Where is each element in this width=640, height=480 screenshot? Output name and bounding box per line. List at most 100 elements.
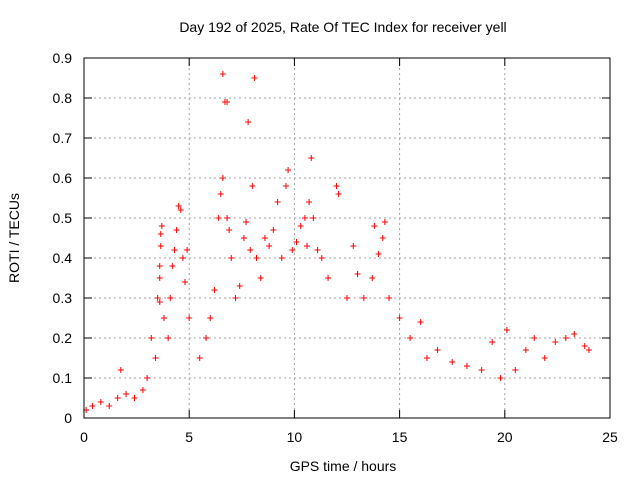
data-point [489,339,496,345]
data-point [354,271,361,277]
x-tick-label: 5 [185,429,193,445]
data-point [154,295,161,301]
grid-lines [84,58,610,418]
data-point [106,403,113,409]
data-point [571,331,578,337]
data-point [386,295,393,301]
data-point [117,367,124,373]
data-point [434,347,441,353]
data-point [282,183,289,189]
data-point [167,295,174,301]
data-point [293,239,300,245]
y-tick-label: 0.3 [53,290,73,306]
data-point [184,247,191,253]
data-point [236,283,243,289]
data-point [123,391,130,397]
data-point [243,219,250,225]
data-point [215,215,222,221]
data-point [160,315,167,321]
y-tick-label: 0.9 [53,50,73,66]
data-point [344,295,350,301]
data-point [232,295,239,301]
data-point [226,227,233,233]
data-point [396,315,403,321]
plot-frame [83,57,611,419]
data-point [379,235,386,241]
data-point [308,155,315,161]
data-point [522,347,529,353]
data-point [335,191,342,197]
y-tick-label: 0.8 [53,90,73,106]
data-points [83,71,592,413]
x-tick-label: 20 [497,429,513,445]
data-point [266,243,273,249]
data-point [89,403,96,409]
data-point [423,355,430,361]
data-point [139,387,146,393]
data-point [407,335,414,341]
data-point [478,367,485,373]
data-point [217,191,224,197]
y-tick-label: 0.4 [53,250,73,266]
data-point [131,395,138,401]
data-point [203,335,210,341]
data-point [144,375,151,381]
x-tick-label: 10 [287,429,303,445]
data-point [177,207,184,213]
x-axis-label: GPS time / hours [290,458,397,474]
data-point [261,235,268,241]
x-tick-label: 25 [602,429,618,445]
data-point [306,199,313,205]
y-tick-label: 0 [64,410,72,426]
data-point [369,275,376,281]
data-point [301,215,308,221]
data-point [224,99,231,105]
data-point [449,359,456,365]
data-point [531,335,538,341]
data-point [152,355,159,361]
data-point [512,367,519,373]
data-point [285,167,292,173]
data-point [581,343,588,349]
data-point [552,339,559,345]
data-point [257,275,264,281]
data-point [249,183,256,189]
data-point [156,263,163,269]
data-point [196,355,203,361]
data-point [289,247,296,253]
data-point [97,399,104,405]
data-point [304,243,311,249]
data-point [333,183,340,189]
data-point [251,75,258,81]
data-point [148,335,155,341]
data-point [310,215,317,221]
y-axis-label: ROTI / TECUs [6,193,22,283]
data-point [562,335,569,341]
data-point [156,275,163,281]
data-point [360,295,367,301]
data-point [417,319,424,325]
data-point [503,327,510,333]
data-point [181,279,188,285]
data-point [228,255,235,261]
y-tick-label: 0.2 [53,330,73,346]
data-point [219,175,226,181]
data-point [253,255,260,261]
data-point [247,247,254,253]
y-tick-label: 0.5 [53,210,73,226]
data-point [297,223,304,229]
y-tick-label: 0.6 [53,170,73,186]
data-point [240,235,247,241]
data-point [274,199,281,205]
axis-ticks: 0 0.1 0.2 0.3 0.4 0.5 0.6 0.7 0.8 0.9 0 5 10 15 20 25 [53,50,618,445]
data-point [179,255,186,261]
data-point [325,275,332,281]
data-point [169,263,176,269]
data-point [211,287,218,293]
data-point [375,251,382,257]
x-tick-label: 0 [80,429,88,445]
data-point [224,215,231,221]
data-point [158,223,165,229]
data-point [463,363,470,369]
